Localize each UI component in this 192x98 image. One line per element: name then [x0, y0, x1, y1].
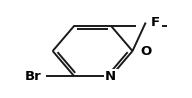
Text: Br: Br [25, 70, 42, 83]
Text: F: F [151, 16, 160, 29]
Text: N: N [105, 70, 116, 83]
Text: O: O [141, 44, 152, 58]
